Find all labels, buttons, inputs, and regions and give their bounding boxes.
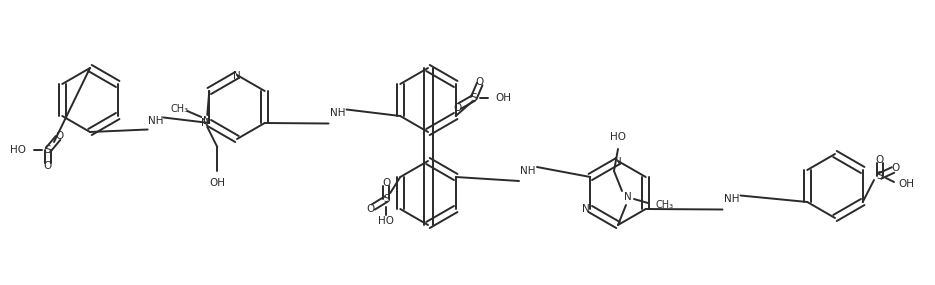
Text: O: O	[44, 161, 52, 171]
Text: N: N	[614, 157, 622, 167]
Text: OH: OH	[209, 178, 225, 188]
Text: HO: HO	[10, 145, 26, 155]
Text: S: S	[470, 93, 477, 103]
Text: NH: NH	[724, 194, 740, 205]
Text: S: S	[877, 171, 884, 181]
Text: OH: OH	[898, 179, 914, 189]
Text: N: N	[625, 192, 632, 202]
Text: N: N	[201, 118, 209, 128]
Text: CH₃: CH₃	[170, 104, 188, 114]
Text: N: N	[583, 204, 590, 214]
Text: S: S	[383, 194, 390, 204]
Text: N: N	[233, 71, 241, 81]
Text: O: O	[476, 77, 483, 87]
Text: O: O	[876, 155, 885, 165]
Text: OH: OH	[496, 93, 511, 103]
Text: S: S	[45, 145, 51, 155]
Text: O: O	[367, 204, 374, 214]
Text: NH: NH	[148, 117, 164, 127]
Text: NH: NH	[330, 109, 345, 119]
Text: O: O	[382, 178, 391, 188]
Text: HO: HO	[610, 132, 626, 142]
Text: O: O	[56, 131, 65, 141]
Text: O: O	[453, 103, 462, 113]
Text: CH₃: CH₃	[656, 200, 674, 210]
Text: HO: HO	[379, 216, 395, 226]
Text: N: N	[204, 116, 211, 126]
Text: O: O	[892, 163, 900, 173]
Text: NH: NH	[520, 166, 536, 176]
